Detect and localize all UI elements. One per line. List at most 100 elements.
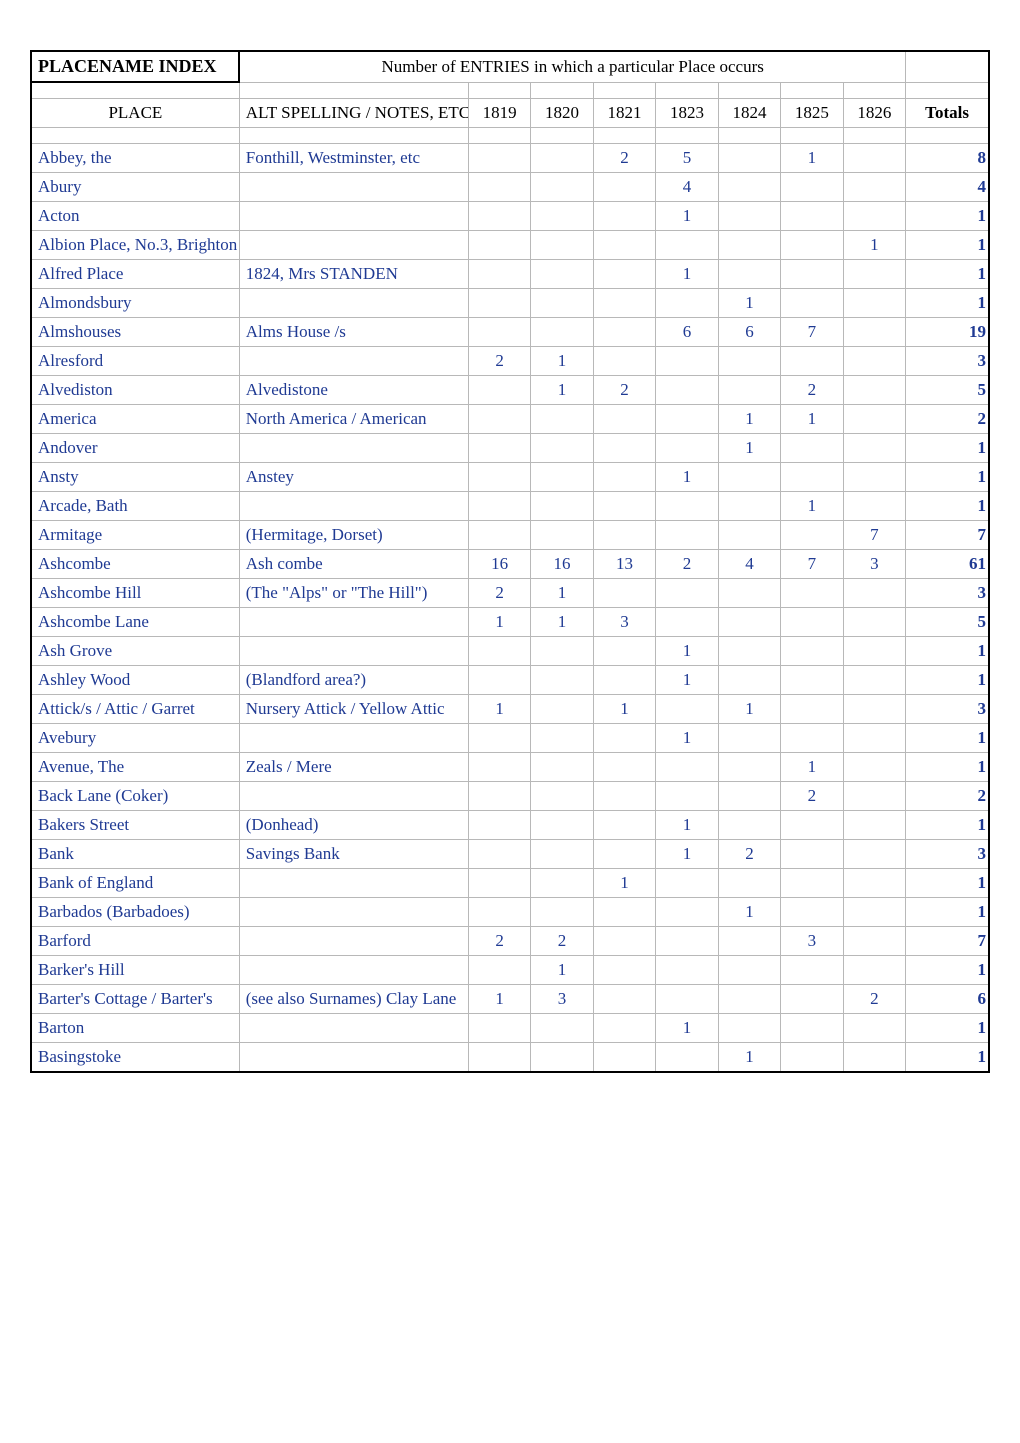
place-cell: Almshouses: [31, 317, 239, 346]
year-cell: 1: [531, 375, 593, 404]
header-row-2: PLACE ALT SPELLING / NOTES, ETC 1819 182…: [31, 98, 989, 127]
alt-cell: (Hermitage, Dorset): [239, 520, 468, 549]
year-cell: 2: [593, 375, 655, 404]
table-row: Attick/s / Attic / GarretNursery Attick …: [31, 694, 989, 723]
total-cell: 3: [906, 578, 989, 607]
year-cell: 1: [468, 984, 530, 1013]
total-cell: 1: [906, 955, 989, 984]
spacer-row: [31, 82, 989, 98]
year-cell: 1: [718, 1042, 780, 1072]
year-cell: [656, 897, 718, 926]
year-cell: [531, 636, 593, 665]
year-cell: [656, 520, 718, 549]
table-row: Ash Grove11: [31, 636, 989, 665]
table-row: Bank of England11: [31, 868, 989, 897]
year-cell: [531, 491, 593, 520]
year-header: 1819: [468, 98, 530, 127]
place-cell: Attick/s / Attic / Garret: [31, 694, 239, 723]
alt-cell: Fonthill, Westminster, etc: [239, 143, 468, 172]
year-cell: [656, 404, 718, 433]
place-column-header: PLACE: [31, 98, 239, 127]
year-header: 1823: [656, 98, 718, 127]
year-cell: [468, 491, 530, 520]
year-cell: 1: [656, 839, 718, 868]
year-cell: 1: [843, 230, 905, 259]
year-cell: [468, 665, 530, 694]
table-row: Barton11: [31, 1013, 989, 1042]
year-cell: 7: [781, 549, 843, 578]
alt-cell: [239, 1013, 468, 1042]
table-row: Ashcombe Lane1135: [31, 607, 989, 636]
alt-cell: [239, 491, 468, 520]
year-cell: [468, 230, 530, 259]
year-cell: 4: [656, 172, 718, 201]
alt-cell: Alvedistone: [239, 375, 468, 404]
year-cell: [531, 201, 593, 230]
year-cell: [468, 259, 530, 288]
year-header: 1826: [843, 98, 905, 127]
alt-cell: (see also Surnames) Clay Lane: [239, 984, 468, 1013]
year-cell: [781, 723, 843, 752]
year-cell: [781, 1013, 843, 1042]
year-cell: 2: [843, 984, 905, 1013]
place-cell: Armitage: [31, 520, 239, 549]
year-cell: [718, 375, 780, 404]
year-cell: 2: [718, 839, 780, 868]
year-cell: [531, 404, 593, 433]
year-cell: [656, 984, 718, 1013]
total-cell: 1: [906, 259, 989, 288]
total-cell: 1: [906, 288, 989, 317]
place-cell: Arcade, Bath: [31, 491, 239, 520]
year-cell: [843, 462, 905, 491]
table-row: Bakers Street(Donhead)11: [31, 810, 989, 839]
table-row: Armitage(Hermitage, Dorset)77: [31, 520, 989, 549]
year-cell: 2: [656, 549, 718, 578]
alt-cell: Savings Bank: [239, 839, 468, 868]
year-cell: [593, 665, 655, 694]
table-row: Ashley Wood(Blandford area?)11: [31, 665, 989, 694]
place-cell: Ashcombe Lane: [31, 607, 239, 636]
year-cell: 3: [781, 926, 843, 955]
year-cell: [843, 317, 905, 346]
year-cell: [656, 1042, 718, 1072]
year-cell: [781, 520, 843, 549]
year-cell: [781, 868, 843, 897]
year-cell: [718, 1013, 780, 1042]
year-header: 1821: [593, 98, 655, 127]
placename-index-table: PLACENAME INDEX Number of ENTRIES in whi…: [30, 50, 990, 1073]
year-cell: [593, 578, 655, 607]
year-cell: [468, 839, 530, 868]
alt-cell: [239, 926, 468, 955]
alt-cell: [239, 1042, 468, 1072]
year-cell: [781, 288, 843, 317]
year-cell: [781, 839, 843, 868]
table-row: Albion Place, No.3, Brighton11: [31, 230, 989, 259]
alt-cell: (Blandford area?): [239, 665, 468, 694]
year-cell: [531, 143, 593, 172]
alt-cell: [239, 201, 468, 230]
year-cell: 1: [593, 694, 655, 723]
table-row: AmericaNorth America / American112: [31, 404, 989, 433]
year-cell: [843, 172, 905, 201]
year-cell: 7: [781, 317, 843, 346]
total-cell: 1: [906, 723, 989, 752]
year-cell: [531, 317, 593, 346]
alt-cell: Ash combe: [239, 549, 468, 578]
year-cell: [781, 462, 843, 491]
table-row: AshcombeAsh combe161613247361: [31, 549, 989, 578]
alt-cell: (Donhead): [239, 810, 468, 839]
year-cell: [593, 723, 655, 752]
year-cell: 1: [781, 491, 843, 520]
year-cell: [718, 781, 780, 810]
year-cell: [593, 201, 655, 230]
alt-cell: [239, 723, 468, 752]
year-cell: 1: [656, 665, 718, 694]
year-cell: 1: [656, 259, 718, 288]
place-cell: America: [31, 404, 239, 433]
year-cell: [531, 230, 593, 259]
year-cell: [718, 520, 780, 549]
year-cell: [843, 839, 905, 868]
year-cell: [593, 317, 655, 346]
year-cell: [718, 172, 780, 201]
year-cell: [468, 781, 530, 810]
